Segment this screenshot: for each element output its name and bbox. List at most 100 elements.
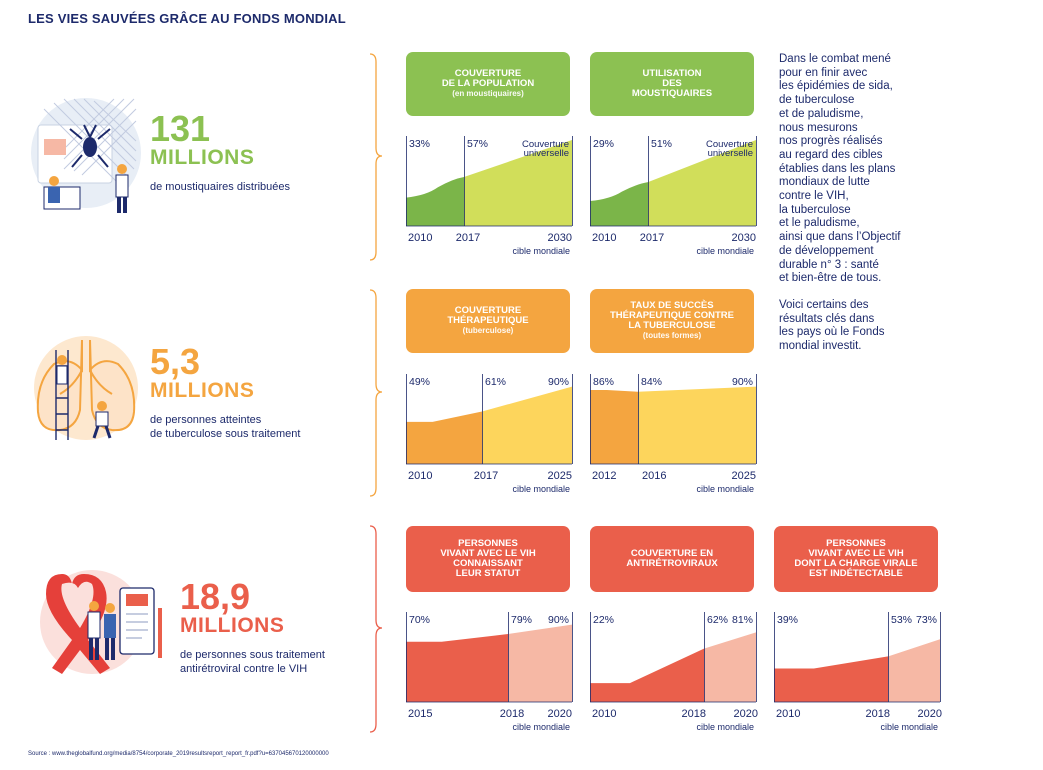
mosquito-net-illustration [31, 98, 141, 213]
target-label: cible mondiale [696, 246, 754, 256]
hiv-ribbon-illustration [40, 570, 162, 674]
side-text-paragraph: Voici certains des résultats clés dans l… [779, 298, 885, 353]
value-label: 90% [548, 376, 569, 388]
x-tick-label: 2018 [866, 708, 890, 720]
chart-header-subtitle: (tuberculose) [462, 326, 514, 335]
target-label: cible mondiale [512, 484, 570, 494]
value-label: 22% [593, 614, 614, 626]
x-tick-label: 2018 [500, 708, 524, 720]
value-label: 79% [511, 614, 532, 626]
chart-header-subtitle: (en moustiquaires) [452, 89, 524, 98]
chart-header-arv-coverage: COUVERTURE EN ANTIRÉTROVIRAUX [590, 526, 754, 592]
value-label: 90% [548, 614, 569, 626]
value-label: 49% [409, 376, 430, 388]
stat-nets: 131 MILLIONS de moustiquaires distribuée… [150, 111, 291, 194]
chart-header-tb-success: TAUX DE SUCCÈS THÉRAPEUTIQUE CONTRE LA T… [590, 289, 754, 353]
area-segment-target [648, 140, 756, 226]
x-tick-label: 2030 [732, 232, 756, 244]
chart-tb-coverage: 49% 61% 90% 2010 2017 2025 cible mondiale [406, 372, 576, 502]
x-tick-label: 2020 [918, 708, 942, 720]
area-chart-svg: 49% 61% 90% 2010 2017 2025 cible mondiale [406, 374, 573, 494]
value-label: Couverture [522, 139, 569, 150]
bracket-line [369, 53, 383, 261]
x-tick-label: 2025 [548, 470, 572, 482]
target-label: cible mondiale [696, 484, 754, 494]
chart-header-line: LA TUBERCULOSE [628, 320, 716, 331]
value-label: 33% [409, 138, 430, 150]
value-label: 62% [707, 614, 728, 626]
chart-header-line: TAUX DE SUCCÈS [630, 300, 714, 311]
bracket-line [369, 289, 383, 497]
lungs-illustration [34, 336, 138, 440]
value-label: 39% [777, 614, 798, 626]
x-tick-label: 2020 [548, 708, 572, 720]
value-label: 70% [409, 614, 430, 626]
x-tick-label: 2010 [592, 232, 616, 244]
chart-header-line: THÉRAPEUTIQUE CONTRE [609, 310, 735, 321]
chart-viral-load: 39% 53% 73% 2010 2018 2020 cible mondiale [774, 610, 944, 740]
area-segment-target [888, 639, 940, 702]
x-tick-label: 2018 [682, 708, 706, 720]
side-text-paragraph: Dans le combat mené pour en finir avec l… [779, 53, 901, 285]
chart-header-line: DES [662, 78, 682, 89]
area-segment-past [774, 656, 888, 702]
side-text: Dans le combat mené pour en finir avec l… [779, 53, 969, 367]
value-label: 29% [593, 138, 614, 150]
source-note: Source : www.theglobalfund.org/media/875… [28, 751, 329, 757]
chart-header-line: VIVANT AVEC LE VIH [440, 548, 536, 559]
chart-header-hiv-status: PERSONNES VIVANT AVEC LE VIH CONNAISSANT… [406, 526, 570, 592]
bracket-line [369, 525, 383, 733]
x-tick-label: 2017 [456, 232, 480, 244]
chart-header-line: MOUSTIQUAIRES [631, 88, 713, 99]
target-label: cible mondiale [696, 722, 754, 732]
x-tick-label: 2016 [642, 470, 666, 482]
stat-description-line: antirétroviral contre le VIH [180, 663, 308, 675]
stat-value: 5,3 [150, 341, 201, 382]
value-label: 81% [732, 614, 753, 626]
area-segment-past [590, 390, 638, 464]
value-label: 90% [732, 376, 753, 388]
stat-description-line: de moustiquaires distribuées [150, 181, 291, 193]
area-segment-past [406, 176, 464, 226]
area-segment-target [638, 386, 756, 464]
chart-tb-success: 86% 84% 90% 2012 2016 2025 cible mondiale [590, 372, 760, 502]
target-label: cible mondiale [512, 246, 570, 256]
value-label: 61% [485, 376, 506, 388]
area-chart-svg: 22% 62% 81% 2010 2018 2020 cible mondiale [590, 612, 758, 732]
area-segment-past [406, 411, 482, 464]
x-tick-label: 2012 [592, 470, 616, 482]
area-segment-past [590, 648, 704, 702]
value-label: universelle [524, 148, 569, 159]
area-chart-svg: 70% 79% 90% 2015 2018 2020 cible mondiale [406, 612, 573, 732]
area-chart-svg: 86% 84% 90% 2012 2016 2025 cible mondiale [590, 374, 757, 494]
value-label: 84% [641, 376, 662, 388]
stat-description-line: de personnes atteintes [150, 414, 262, 426]
stat-unit: MILLIONS [150, 146, 255, 169]
x-tick-label: 2025 [732, 470, 756, 482]
value-label: Couverture [706, 139, 753, 150]
x-tick-label: 2017 [640, 232, 664, 244]
value-label: 51% [651, 138, 672, 150]
chart-header-line: ANTIRÉTROVIRAUX [626, 558, 718, 569]
area-segment-past [406, 634, 508, 702]
value-label: 57% [467, 138, 488, 150]
stat-description: de personnes atteintes de tuberculose so… [150, 413, 300, 441]
stat-hiv: 18,9 MILLIONS de personnes sous traiteme… [180, 579, 325, 676]
chart-header-line: CONNAISSANT [453, 558, 523, 569]
chart-header-line: DONT LA CHARGE VIRALE [794, 558, 918, 569]
chart-header-line: COUVERTURE EN [630, 548, 714, 559]
page-title: LES VIES SAUVÉES GRÂCE AU FONDS MONDIAL [28, 11, 346, 26]
stat-description: de personnes sous traitement antirétrovi… [180, 648, 325, 676]
target-label: cible mondiale [512, 722, 570, 732]
chart-population-coverage: 33% 57% Couverture universelle 2010 2017 2030 c… [406, 134, 576, 264]
chart-header-line: LEUR STATUT [455, 568, 521, 579]
chart-hiv-status: 70% 79% 90% 2015 2018 2020 cible mondiale [406, 610, 576, 740]
stat-unit: MILLIONS [150, 379, 255, 402]
area-segment-past [590, 182, 648, 226]
x-tick-label: 2010 [408, 470, 432, 482]
x-tick-label: 2030 [548, 232, 572, 244]
chart-header-line: COUVERTURE [454, 68, 522, 79]
chart-header-line: DE LA POPULATION [441, 78, 535, 89]
